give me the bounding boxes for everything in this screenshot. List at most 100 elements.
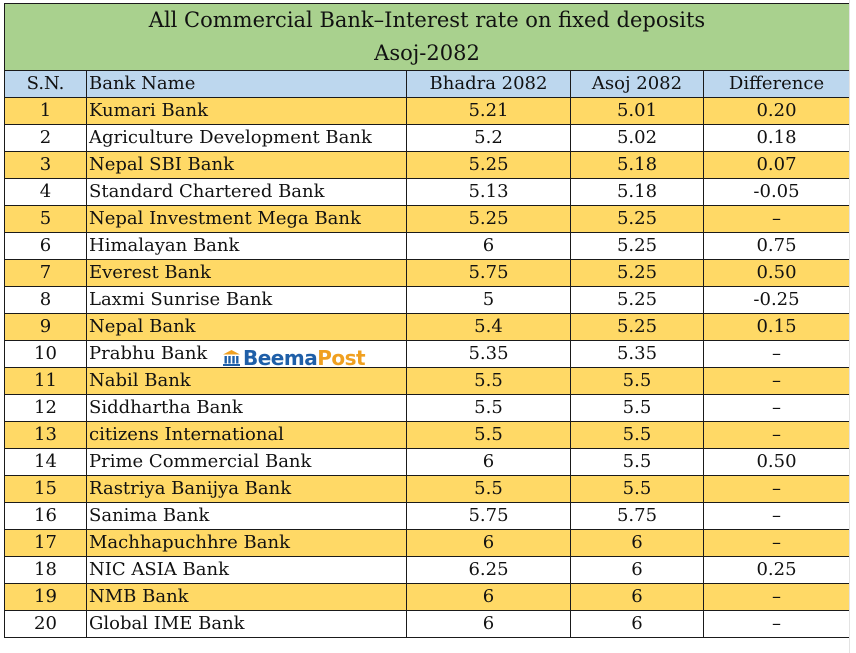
cell-sn: 2	[4, 124, 87, 152]
cell-difference: –	[703, 394, 850, 422]
table-row: 11 Nabil Bank 5.5 5.5–	[4, 367, 850, 395]
cell-bhadra-rate: 6	[406, 610, 571, 638]
cell-asoj-rate: 5.5	[570, 394, 704, 422]
cell-asoj-rate: 5.18	[570, 151, 704, 179]
cell-sn: 16	[4, 502, 87, 530]
watermark-text-post: Post	[317, 346, 366, 370]
cell-difference: –	[703, 421, 850, 449]
cell-bhadra-rate: 5.25	[406, 151, 571, 179]
header-difference: Difference	[703, 70, 850, 98]
cell-difference: –	[703, 610, 850, 638]
table-row: 7 Everest Bank 5.75 5.25 0.50	[4, 259, 850, 287]
cell-bhadra-rate: 6.25	[406, 556, 571, 584]
cell-bhadra-rate: 5.2	[406, 124, 571, 152]
cell-asoj-rate: 5.25	[570, 286, 704, 314]
table-row: 5 Nepal Investment Mega Bank 5.25 5.25–	[4, 205, 850, 233]
header-asoj: Asoj 2082	[570, 70, 704, 98]
table-row: 3 Nepal SBI Bank 5.25 5.18 0.07	[4, 151, 850, 179]
beemapost-watermark: Beema Post	[223, 345, 366, 371]
cell-bank-name: Sanima Bank	[86, 502, 407, 530]
cell-difference: 0.50	[703, 448, 850, 476]
bank-building-icon	[223, 350, 240, 366]
cell-difference: –	[703, 367, 850, 395]
cell-asoj-rate: 5.25	[570, 205, 704, 233]
cell-asoj-rate: 5.25	[570, 313, 704, 341]
cell-bhadra-rate: 5.5	[406, 394, 571, 422]
cell-bhadra-rate: 5.5	[406, 421, 571, 449]
cell-sn: 19	[4, 583, 87, 611]
cell-sn: 1	[4, 97, 87, 125]
table-row: 8 Laxmi Sunrise Bank 5 5.25 -0.25	[4, 286, 850, 314]
cell-bhadra-rate: 6	[406, 448, 571, 476]
cell-difference: –	[703, 205, 850, 233]
cell-asoj-rate: 5.5	[570, 448, 704, 476]
cell-asoj-rate: 5.35	[570, 340, 704, 368]
cell-asoj-rate: 6	[570, 610, 704, 638]
cell-asoj-rate: 5.75	[570, 502, 704, 530]
table-row: 14 Prime Commercial Bank 6 5.5 0.50	[4, 448, 850, 476]
cell-asoj-rate: 5.5	[570, 475, 704, 503]
cell-bhadra-rate: 5.4	[406, 313, 571, 341]
cell-bank-name: Nabil Bank	[86, 367, 407, 395]
interest-rate-table: All Commercial Bank–Interest rate on fix…	[4, 3, 850, 638]
cell-bhadra-rate: 5.5	[406, 367, 571, 395]
cell-bhadra-rate: 6	[406, 232, 571, 260]
cell-sn: 9	[4, 313, 87, 341]
cell-difference: 0.15	[703, 313, 850, 341]
cell-bank-name: Nepal Bank	[86, 313, 407, 341]
cell-asoj-rate: 6	[570, 529, 704, 557]
cell-difference: –	[703, 340, 850, 368]
header-sn: S.N.	[4, 70, 87, 98]
cell-asoj-rate: 6	[570, 583, 704, 611]
cell-bank-name: NIC ASIA Bank	[86, 556, 407, 584]
cell-difference: 0.50	[703, 259, 850, 287]
cell-difference: 0.75	[703, 232, 850, 260]
cell-bhadra-rate: 5.5	[406, 475, 571, 503]
cell-sn: 12	[4, 394, 87, 422]
cell-difference: -0.05	[703, 178, 850, 206]
cell-sn: 10	[4, 340, 87, 368]
cell-sn: 6	[4, 232, 87, 260]
table-row: 18 NIC ASIA Bank 6.25 6 0.25	[4, 556, 850, 584]
cell-sn: 7	[4, 259, 87, 287]
cell-bank-name: Siddhartha Bank	[86, 394, 407, 422]
cell-bank-name: Prabhu Bank	[86, 340, 407, 368]
cell-sn: 18	[4, 556, 87, 584]
cell-bhadra-rate: 5	[406, 286, 571, 314]
cell-sn: 4	[4, 178, 87, 206]
cell-asoj-rate: 5.02	[570, 124, 704, 152]
cell-bhadra-rate: 5.13	[406, 178, 571, 206]
cell-bank-name: NMB Bank	[86, 583, 407, 611]
cell-bank-name: Machhapuchhre Bank	[86, 529, 407, 557]
cell-asoj-rate: 5.5	[570, 421, 704, 449]
cell-bhadra-rate: 5.75	[406, 259, 571, 287]
cell-bhadra-rate: 5.21	[406, 97, 571, 125]
cell-sn: 5	[4, 205, 87, 233]
cell-asoj-rate: 5.25	[570, 259, 704, 287]
cell-sn: 17	[4, 529, 87, 557]
table-row: 13 citizens International 5.5 5.5–	[4, 421, 850, 449]
cell-bank-name: Kumari Bank	[86, 97, 407, 125]
cell-bhadra-rate: 5.35	[406, 340, 571, 368]
table-title: All Commercial Bank–Interest rate on fix…	[4, 3, 850, 37]
cell-bhadra-rate: 6	[406, 529, 571, 557]
table-row: 15 Rastriya Banijya Bank 5.5 5.5–	[4, 475, 850, 503]
cell-sn: 15	[4, 475, 87, 503]
cell-asoj-rate: 5.01	[570, 97, 704, 125]
cell-asoj-rate: 6	[570, 556, 704, 584]
watermark-text-beema: Beema	[243, 346, 318, 370]
header-bank-name: Bank Name	[86, 70, 407, 98]
cell-sn: 13	[4, 421, 87, 449]
sheet-right-gridline	[849, 0, 856, 653]
cell-bank-name: Agriculture Development Bank	[86, 124, 407, 152]
table-row: 20 Global IME Bank 6 6–	[4, 610, 850, 638]
cell-bank-name: Laxmi Sunrise Bank	[86, 286, 407, 314]
cell-bank-name: Global IME Bank	[86, 610, 407, 638]
cell-difference: 0.07	[703, 151, 850, 179]
cell-asoj-rate: 5.18	[570, 178, 704, 206]
cell-bhadra-rate: 5.75	[406, 502, 571, 530]
cell-difference: 0.25	[703, 556, 850, 584]
table-row: 19 NMB Bank 6 6–	[4, 583, 850, 611]
table-row: 2 Agriculture Development Bank 5.2 5.02 0.18	[4, 124, 850, 152]
cell-bhadra-rate: 5.25	[406, 205, 571, 233]
